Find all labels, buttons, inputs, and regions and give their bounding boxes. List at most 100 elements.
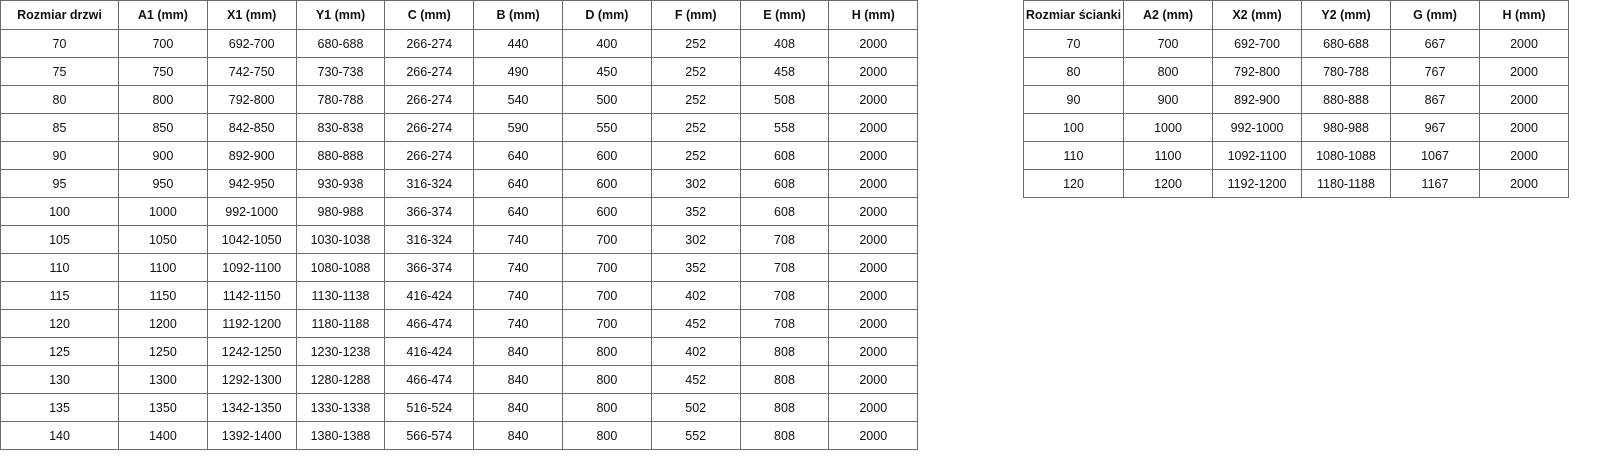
table-cell: 316-324 — [384, 169, 475, 198]
table-cell: 1030-1038 — [295, 225, 386, 254]
table-cell: 1092-1100 — [1212, 141, 1302, 170]
table-cell: 70 — [0, 29, 119, 58]
table-cell: 252 — [650, 57, 741, 86]
table-row: 110 1100 1092-1100 1080-1088 366-374 740 700 35… — [0, 253, 919, 282]
table-cell: 2000 — [1479, 85, 1569, 114]
column-header: Y1 (mm) — [295, 0, 386, 30]
table-cell: 992-1000 — [1212, 113, 1302, 142]
table-cell: 640 — [473, 197, 563, 226]
column-header: D (mm) — [561, 0, 652, 30]
table-cell: 566-574 — [384, 421, 475, 450]
table-cell: 608 — [739, 141, 830, 170]
table-cell: 740 — [473, 281, 563, 310]
table-cell: 730-738 — [295, 57, 386, 86]
table-cell: 840 — [473, 421, 563, 450]
table-cell: 708 — [739, 225, 830, 254]
table-cell: 680-688 — [1301, 29, 1391, 58]
column-header: B (mm) — [473, 0, 563, 30]
table-cell: 967 — [1390, 113, 1480, 142]
table-cell: 692-700 — [206, 29, 297, 58]
table-row: 140 1400 1392-1400 1380-1388 566-574 840 800 55… — [0, 421, 919, 450]
table-cell: 2000 — [828, 169, 919, 198]
table-cell: 667 — [1390, 29, 1480, 58]
table-row: 100 1000 992-1000 980-988 366-374 640 600 352 60… — [0, 197, 919, 226]
table-cell: 1050 — [118, 225, 208, 254]
table-cell: 302 — [650, 169, 741, 198]
table-cell: 2000 — [828, 337, 919, 366]
table-cell: 402 — [650, 337, 741, 366]
table-cell: 558 — [739, 113, 830, 142]
table-cell: 980-988 — [295, 197, 386, 226]
table-cell: 2000 — [828, 113, 919, 142]
table-row: 70 700 692-700 680-688 667 2000 — [1023, 29, 1569, 58]
table-cell: 266-274 — [384, 57, 475, 86]
table-cell: 742-750 — [206, 57, 297, 86]
table-cell: 1150 — [118, 281, 208, 310]
table-cell: 266-274 — [384, 29, 475, 58]
table-cell: 110 — [1023, 141, 1124, 170]
table-cell: 792-800 — [206, 85, 297, 114]
table-cell: 1100 — [1123, 141, 1213, 170]
door-dimensions-table: Rozmiar drzwi A1 (mm) X1 (mm) Y1 (mm) C (mm)… — [0, 0, 919, 450]
table-cell: 125 — [0, 337, 119, 366]
table-cell: 252 — [650, 29, 741, 58]
table-cell: 440 — [473, 29, 563, 58]
table-cell: 800 — [118, 85, 208, 114]
table-cell: 700 — [1123, 29, 1213, 58]
table-cell: 2000 — [828, 197, 919, 226]
header-row: Rozmiar ścianki A2 (mm) X2 (mm) Y2 (mm) G (m… — [1023, 0, 1569, 30]
table-cell: 700 — [561, 309, 652, 338]
table-cell: 1400 — [118, 421, 208, 450]
table-cell: 105 — [0, 225, 119, 254]
column-header: A1 (mm) — [118, 0, 208, 30]
table-cell: 352 — [650, 253, 741, 282]
table-cell: 1350 — [118, 393, 208, 422]
table-cell: 692-700 — [1212, 29, 1302, 58]
table-row: 80 800 792-800 780-788 767 2000 — [1023, 57, 1569, 86]
table-cell: 452 — [650, 365, 741, 394]
table-cell: 90 — [1023, 85, 1124, 114]
table-cell: 740 — [473, 309, 563, 338]
table-row: 70 700 692-700 680-688 266-274 440 400 252 408 20… — [0, 29, 919, 58]
table-cell: 2000 — [828, 85, 919, 114]
column-header: G (mm) — [1390, 0, 1480, 30]
table-cell: 1230-1238 — [295, 337, 386, 366]
table-cell: 366-374 — [384, 197, 475, 226]
column-header: X1 (mm) — [206, 0, 297, 30]
table-cell: 700 — [561, 253, 652, 282]
table-cell: 100 — [1023, 113, 1124, 142]
table-cell: 980-988 — [1301, 113, 1391, 142]
table-cell: 252 — [650, 141, 741, 170]
table-row: 80 800 792-800 780-788 266-274 540 500 252 508 20… — [0, 85, 919, 114]
table-cell: 540 — [473, 85, 563, 114]
table-cell: 466-474 — [384, 309, 475, 338]
table-cell: 750 — [118, 57, 208, 86]
table-row: 90 900 892-900 880-888 867 2000 — [1023, 85, 1569, 114]
table-cell: 1180-1188 — [1301, 169, 1391, 198]
table-cell: 1142-1150 — [206, 281, 297, 310]
table-cell: 792-800 — [1212, 57, 1302, 86]
table-cell: 1300 — [118, 365, 208, 394]
table-cell: 115 — [0, 281, 119, 310]
table-row: 90 900 892-900 880-888 266-274 640 600 252 608 20… — [0, 141, 919, 170]
table-cell: 1200 — [1123, 169, 1213, 198]
table-cell: 680-688 — [295, 29, 386, 58]
table-cell: 302 — [650, 225, 741, 254]
wall-dimensions-table: Rozmiar ścianki A2 (mm) X2 (mm) Y2 (mm) G (m… — [1023, 0, 1569, 198]
table-cell: 252 — [650, 85, 741, 114]
table-cell: 1380-1388 — [295, 421, 386, 450]
table-row: 75 750 742-750 730-738 266-274 490 450 252 458 20… — [0, 57, 919, 86]
table-cell: 800 — [561, 337, 652, 366]
table-cell: 408 — [739, 29, 830, 58]
table-cell: 840 — [473, 337, 563, 366]
table-cell: 90 — [0, 141, 119, 170]
table-cell: 2000 — [828, 421, 919, 450]
column-header: E (mm) — [739, 0, 830, 30]
table-cell: 502 — [650, 393, 741, 422]
table-cell: 850 — [118, 113, 208, 142]
table-cell: 266-274 — [384, 85, 475, 114]
table-cell: 75 — [0, 57, 119, 86]
table-cell: 708 — [739, 309, 830, 338]
table-cell: 1192-1200 — [1212, 169, 1302, 198]
table-cell: 1242-1250 — [206, 337, 297, 366]
